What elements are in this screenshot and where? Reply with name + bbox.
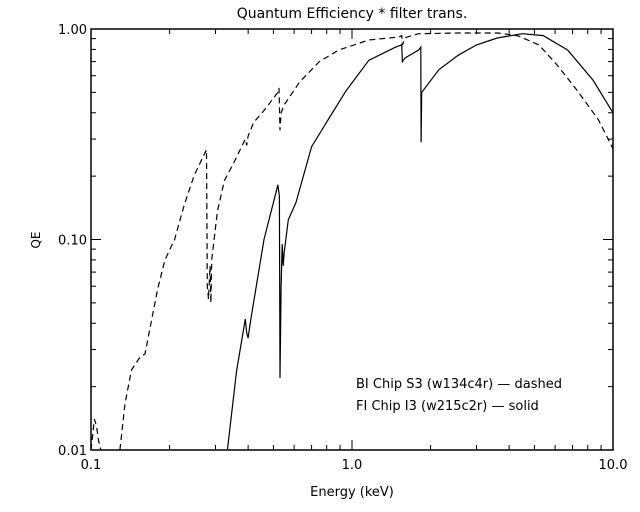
fi-chip-i3-line <box>226 33 614 451</box>
bi-chip-s3-line <box>119 32 614 451</box>
series-group <box>90 32 614 451</box>
tick-labels: 0.1 1.0 10.0 0.01 0.10 1.00 <box>58 23 627 473</box>
legend-entry-bi: BI Chip S3 (w134c4r) — dashed <box>356 377 562 392</box>
x-tick-label: 0.1 <box>81 458 102 473</box>
y-tick-label: 0.01 <box>58 444 87 459</box>
y-axis-label: QE <box>29 231 43 248</box>
y-tick-label: 1.00 <box>58 23 87 38</box>
x-tick-label: 10.0 <box>599 458 628 473</box>
chart-title: Quantum Efficiency * filter trans. <box>237 6 468 22</box>
x-tick-label: 1.0 <box>342 458 363 473</box>
legend-entry-fi: FI Chip I3 (w215c2r) — solid <box>356 399 539 414</box>
axis-ticks <box>90 28 614 451</box>
bi-chip-s3-line <box>90 419 102 451</box>
y-tick-label: 0.10 <box>58 234 87 249</box>
x-axis-label: Energy (keV) <box>310 485 394 500</box>
